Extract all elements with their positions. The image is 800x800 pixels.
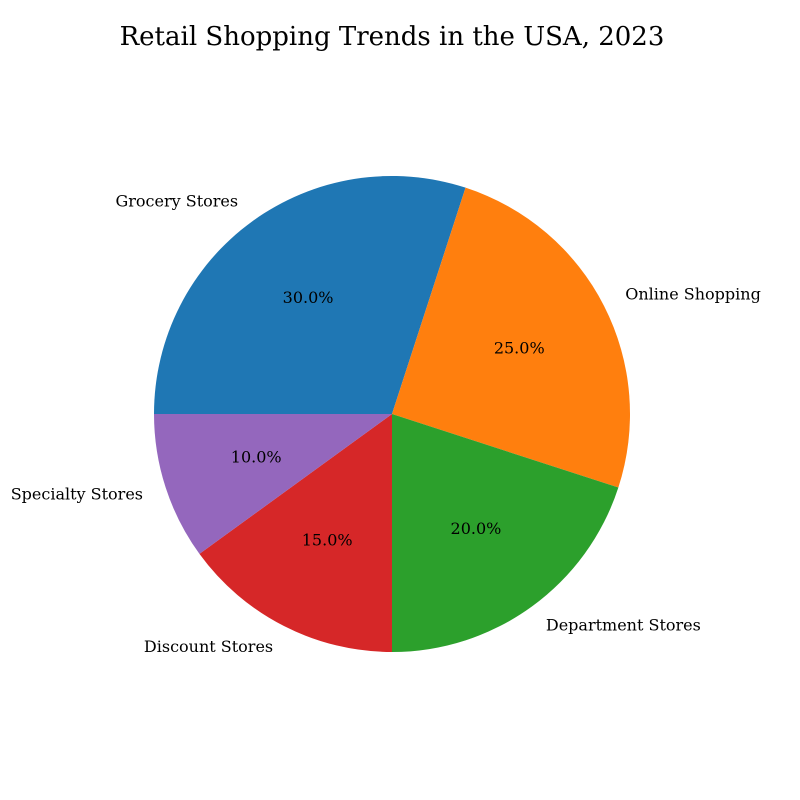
slice-specialty-stores (154, 414, 392, 554)
slice-department-stores (392, 414, 619, 652)
pie-slices (154, 175, 631, 652)
slice-percent-online-shopping: 25.0% (494, 339, 545, 358)
chart-title: Retail Shopping Trends in the USA, 2023 (120, 22, 665, 52)
slice-label-discount-stores: Discount Stores (144, 637, 273, 656)
slice-percent-grocery-stores: 30.0% (283, 288, 334, 307)
slice-percent-discount-stores: 15.0% (302, 531, 353, 550)
slice-grocery-stores (154, 175, 466, 414)
slice-online-shopping (392, 187, 631, 488)
slice-percent-department-stores: 20.0% (451, 519, 502, 538)
slice-label-department-stores: Department Stores (546, 615, 701, 634)
slice-label-online-shopping: Online Shopping (625, 285, 761, 304)
slice-percent-specialty-stores: 10.0% (231, 448, 282, 467)
slice-label-specialty-stores: Specialty Stores (11, 484, 143, 503)
pie-labels: Grocery Stores 30.0% Online Shopping 25.0% D… (11, 192, 761, 656)
slice-discount-stores (199, 414, 392, 652)
slice-label-grocery-stores: Grocery Stores (115, 192, 238, 211)
